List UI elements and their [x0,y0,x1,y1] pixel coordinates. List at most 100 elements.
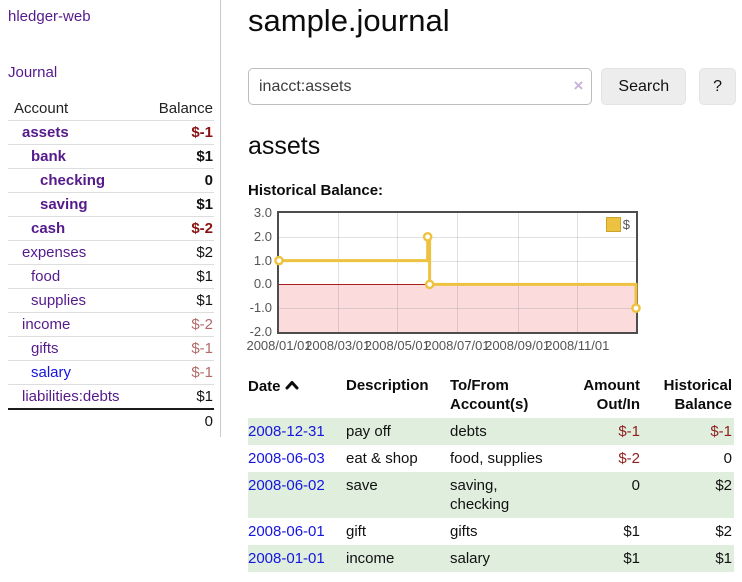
gridline [279,260,636,262]
y-axis-tick-label: 0.0 [253,276,272,292]
account-link[interactable]: food [31,268,61,285]
transaction-date-link[interactable]: 2008-06-03 [248,450,325,467]
negative-region [279,284,636,332]
transaction-row: 2008-12-31 pay off debts $-1 $-1 [248,418,734,445]
account-link[interactable]: checking [40,172,106,189]
x-axis-tick-label: 2008/07/01 [424,338,490,353]
transaction-balance: $2 [715,477,732,494]
account-balance: 0 [141,168,214,193]
transaction-accounts: gifts [450,523,478,540]
account-row: bank $1 [8,144,214,169]
help-button[interactable]: ? [699,68,736,105]
date-column-header[interactable]: Date [248,374,346,418]
search-input[interactable] [248,68,593,105]
x-axis-tick-label: 2008/09/01 [485,338,551,353]
account-link[interactable]: liabilities:debts [22,388,120,405]
legend-swatch-icon [605,217,621,232]
sidebar: hledger-web Journal Account Balance asse… [0,0,221,437]
register-table: Date Description To/From Account(s) Amou… [248,374,734,572]
account-heading: assets [248,132,321,160]
account-link[interactable]: cash [31,220,66,237]
account-table-body: assets $-1 bank $1 checking 0 saving $1 cash $-2 e… [8,120,214,409]
account-row: income $-2 [8,312,214,337]
chart-plot-area: $ [274,211,641,334]
account-link[interactable]: assets [22,124,69,141]
account-link[interactable]: saving [40,196,88,213]
account-row: gifts $-1 [8,336,214,361]
description-column-header: Description [346,377,429,394]
balance-column-header-main: Historical Balance [663,377,732,413]
historical-balance-chart: $ 3.0 2.0 1.0 0.0 -1.0 -2.0 2008/01/01 2008/03/… [238,206,738,359]
transaction-accounts: saving, checking [450,477,510,513]
sort-asc-icon [285,376,299,395]
transaction-balance: $-1 [710,423,732,440]
page-title: sample.journal [248,3,450,38]
balance-line-series [274,231,641,313]
sidebar-item-journal[interactable]: Journal [8,64,58,81]
account-link[interactable]: bank [31,148,67,165]
tofrom-column-header: To/From Account(s) [450,377,529,413]
account-balance: $1 [141,144,214,169]
account-link[interactable]: income [22,316,71,333]
account-row: food $1 [8,264,214,289]
account-balance: $1 [141,384,214,409]
account-row: liabilities:debts $1 [8,384,214,409]
transaction-amount: $1 [623,523,640,540]
gridline [279,308,636,310]
transaction-date-link[interactable]: 2008-06-01 [248,523,325,540]
gridline [517,213,519,332]
account-balance: $-1 [141,120,214,145]
transaction-amount: 0 [631,477,640,494]
transaction-balance: $1 [715,550,732,567]
chart-heading: Historical Balance: [248,182,384,199]
transaction-date-link[interactable]: 2008-06-02 [248,477,325,494]
account-link[interactable]: expenses [22,244,87,261]
account-balance: $1 [141,192,214,217]
data-point-marker [631,303,641,313]
x-axis-tick-label: 2008/05/01 [364,338,430,353]
account-link[interactable]: gifts [31,340,59,357]
transaction-description: save [346,477,378,494]
main-content: sample.journal × Search ? assets Histori… [246,0,736,572]
total-row: 0 [8,408,214,433]
account-link[interactable]: salary [31,364,72,381]
y-axis-tick-label: -2.0 [249,324,272,339]
transaction-date-link[interactable]: 2008-12-31 [248,423,325,440]
transaction-row: 2008-06-03 eat & shop food, supplies $-2 0 [248,445,734,472]
transaction-accounts: salary [450,550,491,567]
total-balance: 0 [141,408,214,433]
account-balance: $-1 [141,336,214,361]
y-axis-tick-label: 2.0 [253,228,272,244]
amount-column-header: Amount Out/In [583,377,640,413]
y-axis-tick-label: 1.0 [253,252,272,268]
account-row: checking 0 [8,168,214,193]
balance-column-header: Balance [158,100,213,117]
account-balance: $1 [141,264,214,289]
transaction-description: gift [346,523,367,540]
account-row: assets $-1 [8,120,214,145]
account-row: salary $-1 [8,360,214,385]
clear-search-icon[interactable]: × [573,76,584,95]
account-balance: $1 [141,288,214,313]
search-button[interactable]: Search [601,68,687,105]
legend-label: $ [622,217,630,232]
search-form: × Search ? [248,68,736,105]
gridline [577,213,579,332]
transaction-description: pay off [346,423,391,440]
app-title-link[interactable]: hledger-web [8,8,91,25]
transaction-description: eat & shop [346,450,418,467]
gridline [397,213,399,332]
transaction-amount: $-2 [618,450,640,467]
x-axis-tick-label: 2008/03/01 [305,338,371,353]
account-balance: $-1 [141,360,214,385]
chart-legend: $ [603,216,632,233]
account-balance: $-2 [141,216,214,241]
account-row: cash $-2 [8,216,214,241]
transaction-row: 2008-06-02 save saving, checking 0 $2 [248,472,734,518]
transaction-amount: $1 [623,550,640,567]
transaction-amount: $-1 [618,423,640,440]
account-balance: $2 [141,240,214,265]
transaction-date-link[interactable]: 2008-01-01 [248,550,325,567]
account-link[interactable]: supplies [31,292,87,309]
data-point-marker [274,255,284,266]
